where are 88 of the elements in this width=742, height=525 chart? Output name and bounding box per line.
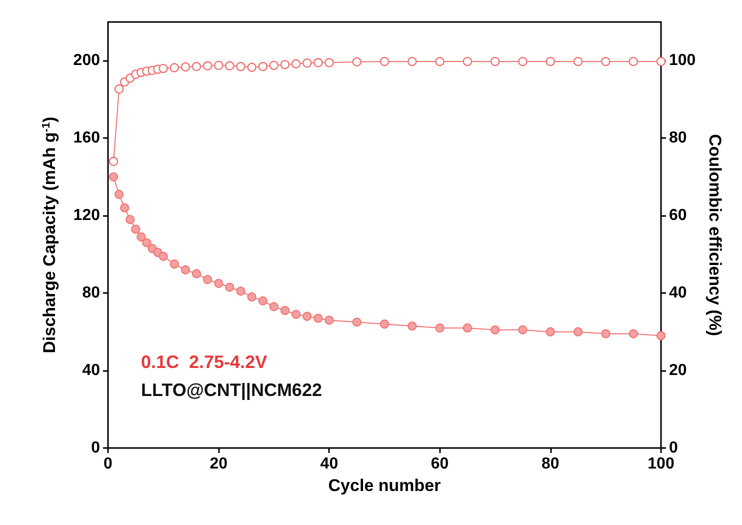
point	[247, 292, 256, 302]
point	[269, 60, 278, 70]
y-tick-label: 40	[82, 362, 100, 380]
point	[180, 265, 190, 274]
point	[435, 56, 444, 66]
point	[258, 296, 268, 306]
point	[656, 331, 666, 340]
x-tick-label: 100	[648, 456, 674, 472]
point	[601, 329, 610, 338]
point	[192, 269, 201, 278]
point	[380, 56, 390, 66]
x-tick-label: 0	[104, 456, 113, 472]
point	[408, 56, 417, 66]
point	[236, 62, 246, 72]
point	[280, 306, 290, 316]
point	[490, 325, 500, 334]
y-tick-label: 120	[73, 207, 100, 224]
y-tick-label: 80	[82, 284, 100, 302]
point	[546, 327, 555, 336]
y-axis-title: Discharge Capacity (mAh g-1)	[40, 116, 59, 354]
annotation: LLTO@CNT||NCM622	[141, 380, 322, 400]
y-tick-label: 200	[73, 52, 100, 70]
point	[180, 62, 190, 72]
y-tick-label: 160	[73, 130, 100, 147]
point	[136, 232, 146, 242]
point	[258, 62, 268, 72]
y2-tick-label: 60	[669, 207, 687, 224]
point	[131, 224, 140, 234]
point	[656, 56, 666, 66]
point	[158, 64, 168, 74]
point	[109, 172, 118, 182]
point	[352, 57, 362, 66]
point	[628, 329, 638, 338]
point	[142, 238, 152, 248]
point	[546, 56, 555, 66]
point	[380, 320, 389, 329]
point	[214, 60, 224, 70]
point	[462, 56, 472, 66]
point	[573, 56, 583, 66]
x-tick-label: 60	[430, 456, 449, 472]
point	[324, 58, 334, 68]
point	[203, 275, 212, 284]
point	[291, 59, 301, 68]
point	[352, 318, 362, 327]
x-axis-title: Cycle number	[328, 476, 442, 495]
annotation: 0.1C 2.75-4.2V	[141, 352, 268, 372]
point	[292, 310, 301, 319]
point	[408, 322, 417, 331]
point	[518, 325, 528, 334]
point	[574, 327, 583, 336]
point	[214, 278, 224, 288]
y2-tick-label: 20	[669, 362, 687, 380]
point	[302, 312, 312, 321]
point	[120, 203, 130, 212]
x-tick-label: 20	[210, 456, 228, 472]
y2-tick-label: 40	[669, 284, 687, 302]
point	[628, 56, 638, 66]
y2-tick-label: 0	[669, 440, 678, 456]
y-tick-label: 0	[91, 440, 100, 456]
point	[202, 61, 212, 70]
point	[114, 84, 124, 94]
point	[269, 302, 278, 312]
point	[314, 58, 323, 68]
point	[108, 156, 118, 166]
point	[435, 323, 444, 332]
y2-axis-title: Coulombic efficiency (%)	[706, 134, 725, 336]
point	[158, 252, 168, 261]
point	[302, 58, 312, 68]
x-tick-label: 80	[542, 456, 560, 472]
point	[601, 56, 610, 66]
point	[324, 316, 334, 325]
point	[170, 63, 179, 72]
point	[114, 190, 124, 199]
point	[170, 260, 179, 269]
point	[280, 60, 290, 70]
x-tick-label: 40	[320, 456, 338, 472]
point	[518, 56, 528, 66]
point	[225, 282, 234, 292]
y2-tick-label: 80	[669, 130, 687, 147]
point	[126, 215, 135, 224]
point	[247, 62, 256, 72]
point	[314, 314, 323, 323]
point	[236, 286, 246, 296]
point	[192, 62, 202, 72]
point	[225, 61, 234, 70]
point	[462, 323, 472, 332]
y2-tick-label: 100	[669, 52, 696, 70]
point	[490, 56, 500, 66]
